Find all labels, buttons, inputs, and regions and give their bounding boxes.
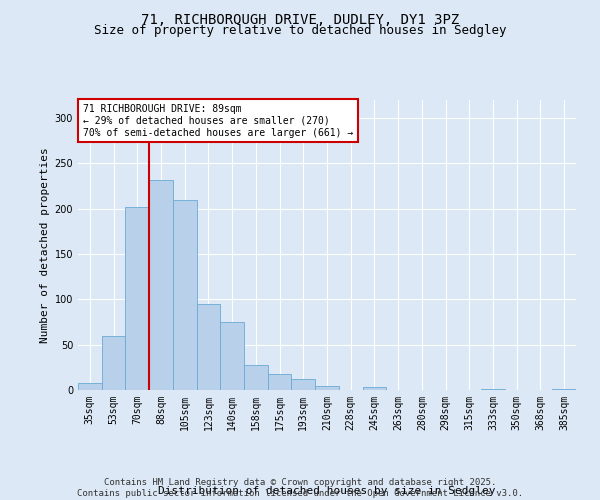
Bar [292,379,315,390]
Bar [268,374,292,390]
Bar [220,322,244,390]
Bar [315,386,339,390]
Bar [173,200,197,390]
Bar [78,383,102,390]
Text: Contains HM Land Registry data © Crown copyright and database right 2025.
Contai: Contains HM Land Registry data © Crown c… [77,478,523,498]
Bar [149,180,173,390]
Text: 71, RICHBOROUGH DRIVE, DUDLEY, DY1 3PZ: 71, RICHBOROUGH DRIVE, DUDLEY, DY1 3PZ [141,12,459,26]
Bar [102,336,125,390]
X-axis label: Distribution of detached houses by size in Sedgley: Distribution of detached houses by size … [158,486,496,496]
Bar [197,304,220,390]
Bar [481,389,505,390]
Bar [362,388,386,390]
Bar [552,389,576,390]
Text: 71 RICHBOROUGH DRIVE: 89sqm
← 29% of detached houses are smaller (270)
70% of se: 71 RICHBOROUGH DRIVE: 89sqm ← 29% of det… [83,104,353,138]
Y-axis label: Number of detached properties: Number of detached properties [40,147,50,343]
Bar [125,207,149,390]
Bar [244,364,268,390]
Text: Size of property relative to detached houses in Sedgley: Size of property relative to detached ho… [94,24,506,37]
